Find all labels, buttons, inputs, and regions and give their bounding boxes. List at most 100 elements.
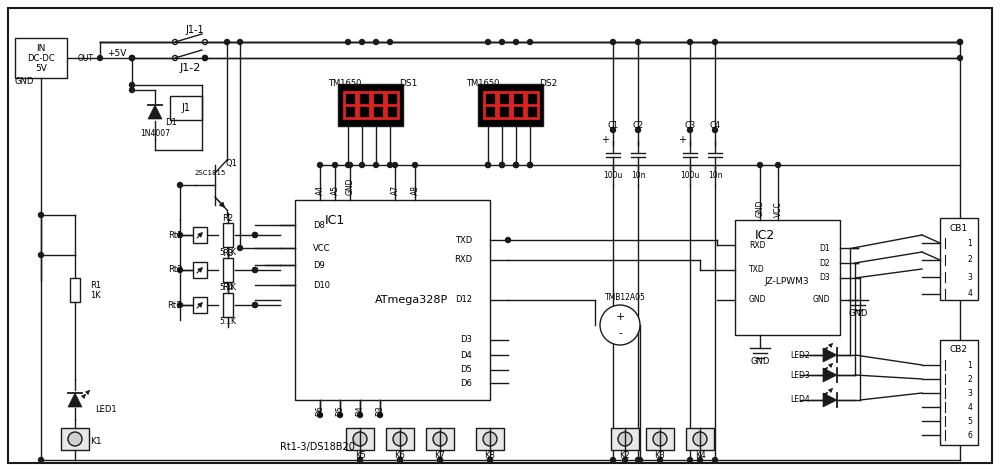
Text: C2: C2 bbox=[632, 120, 644, 130]
Polygon shape bbox=[823, 368, 837, 382]
Text: 5.1K: 5.1K bbox=[220, 282, 237, 291]
Circle shape bbox=[253, 303, 258, 307]
Circle shape bbox=[638, 457, 642, 462]
Circle shape bbox=[506, 237, 511, 243]
Text: 5: 5 bbox=[968, 416, 972, 425]
Bar bbox=[735, 220, 840, 335]
Text: TM1650: TM1650 bbox=[466, 78, 500, 87]
Circle shape bbox=[360, 163, 365, 167]
Circle shape bbox=[178, 233, 183, 237]
Text: 1N4007: 1N4007 bbox=[140, 128, 170, 138]
Text: JZ-LPWM3: JZ-LPWM3 bbox=[765, 277, 809, 287]
Text: 2SC1815: 2SC1815 bbox=[194, 170, 226, 176]
Circle shape bbox=[438, 457, 443, 462]
Bar bbox=[426, 428, 454, 450]
Circle shape bbox=[433, 432, 447, 446]
Text: D6: D6 bbox=[460, 378, 472, 387]
Circle shape bbox=[528, 163, 532, 167]
Text: ATmega328P: ATmega328P bbox=[375, 295, 449, 305]
Circle shape bbox=[528, 39, 532, 45]
Circle shape bbox=[130, 83, 135, 87]
Bar bbox=[346, 428, 374, 450]
Bar bbox=[940, 218, 978, 300]
Text: TXD: TXD bbox=[749, 266, 765, 274]
Text: RXD: RXD bbox=[454, 256, 472, 265]
Text: GND: GND bbox=[749, 296, 767, 305]
Circle shape bbox=[68, 432, 82, 446]
Circle shape bbox=[398, 457, 403, 462]
Text: 1: 1 bbox=[968, 360, 972, 369]
Text: 2: 2 bbox=[968, 375, 972, 384]
Circle shape bbox=[225, 39, 230, 45]
Text: GND: GND bbox=[848, 310, 868, 319]
Text: D6: D6 bbox=[316, 405, 325, 416]
Circle shape bbox=[178, 182, 183, 188]
Text: 5.1K: 5.1K bbox=[220, 318, 237, 327]
Text: D12: D12 bbox=[455, 296, 472, 305]
Text: 100u: 100u bbox=[603, 171, 623, 180]
Text: 10n: 10n bbox=[708, 171, 722, 180]
Circle shape bbox=[318, 163, 323, 167]
Circle shape bbox=[173, 55, 178, 61]
Circle shape bbox=[500, 163, 505, 167]
Text: +: + bbox=[601, 135, 609, 145]
Circle shape bbox=[130, 55, 135, 61]
Circle shape bbox=[636, 457, 640, 462]
Text: R4: R4 bbox=[222, 283, 234, 292]
Circle shape bbox=[636, 127, 640, 133]
Polygon shape bbox=[68, 393, 82, 407]
Circle shape bbox=[203, 55, 208, 61]
Text: 1K: 1K bbox=[90, 290, 101, 299]
Text: 4: 4 bbox=[968, 402, 972, 412]
Circle shape bbox=[500, 39, 505, 45]
Bar bbox=[295, 200, 490, 400]
Bar bbox=[611, 428, 639, 450]
Text: C4: C4 bbox=[709, 120, 721, 130]
Circle shape bbox=[688, 457, 692, 462]
Text: Rt1: Rt1 bbox=[168, 230, 182, 240]
Circle shape bbox=[486, 39, 491, 45]
Text: K6: K6 bbox=[395, 451, 405, 460]
Text: +5V: +5V bbox=[107, 48, 127, 57]
Bar bbox=[223, 223, 233, 247]
Circle shape bbox=[758, 163, 763, 167]
Circle shape bbox=[393, 432, 407, 446]
Text: D9: D9 bbox=[313, 260, 325, 269]
Text: R3: R3 bbox=[222, 249, 234, 258]
Circle shape bbox=[333, 163, 338, 167]
Circle shape bbox=[358, 413, 363, 417]
Text: LED1: LED1 bbox=[95, 406, 117, 415]
Bar bbox=[170, 96, 202, 120]
Polygon shape bbox=[823, 393, 837, 407]
Text: 2: 2 bbox=[968, 256, 972, 265]
Bar bbox=[476, 428, 504, 450]
Circle shape bbox=[528, 163, 532, 167]
Text: IC2: IC2 bbox=[755, 228, 775, 242]
Text: GND: GND bbox=[14, 77, 34, 86]
Circle shape bbox=[398, 457, 403, 462]
Text: 5V: 5V bbox=[35, 63, 47, 72]
Circle shape bbox=[688, 39, 692, 45]
Circle shape bbox=[658, 457, 662, 462]
Circle shape bbox=[39, 212, 44, 218]
Circle shape bbox=[253, 303, 258, 307]
Circle shape bbox=[958, 55, 962, 61]
Text: D3: D3 bbox=[460, 336, 472, 345]
Polygon shape bbox=[823, 348, 837, 362]
Text: D5: D5 bbox=[460, 366, 472, 375]
Circle shape bbox=[393, 163, 398, 167]
Circle shape bbox=[488, 457, 493, 462]
Text: D5: D5 bbox=[336, 405, 345, 416]
Text: K2: K2 bbox=[620, 451, 630, 460]
Text: VCC: VCC bbox=[313, 243, 331, 252]
Text: D2: D2 bbox=[819, 258, 830, 267]
Bar bbox=[193, 297, 207, 313]
Text: K7: K7 bbox=[435, 451, 445, 460]
Circle shape bbox=[488, 457, 493, 462]
Circle shape bbox=[653, 432, 667, 446]
Text: GND: GND bbox=[346, 178, 355, 195]
Circle shape bbox=[388, 163, 393, 167]
Text: 1: 1 bbox=[968, 238, 972, 248]
Text: K8: K8 bbox=[485, 451, 495, 460]
Circle shape bbox=[203, 55, 208, 61]
